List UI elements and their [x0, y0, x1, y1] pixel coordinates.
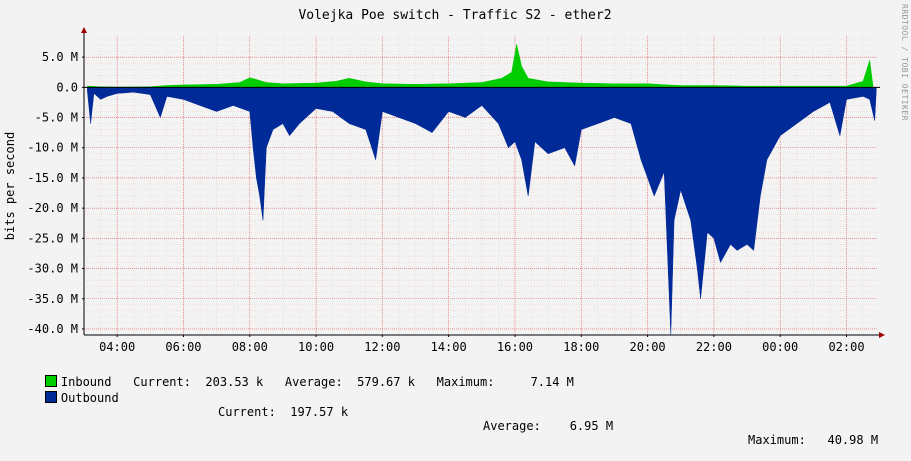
- y-tick-label: -30.0 M: [27, 262, 78, 276]
- outbound-average-value: 6.95 M: [569, 419, 614, 433]
- x-tick-label: 10:00: [298, 340, 334, 354]
- inbound-maximum-label: Maximum:: [436, 375, 495, 389]
- x-tick-label: 08:00: [232, 340, 268, 354]
- inbound-average-value: 579.67 k: [357, 375, 415, 389]
- outbound-maximum-label: Maximum:: [748, 433, 806, 447]
- series-area-inbound: [87, 44, 874, 88]
- y-axis-arrow-icon: [81, 27, 87, 33]
- graph-frame: Volejka Poe switch - Traffic S2 - ether2…: [3, 4, 909, 447]
- x-tick-label: 04:00: [99, 340, 135, 354]
- x-tick-label: 22:00: [696, 340, 732, 354]
- outbound-average-label: Average:: [483, 419, 541, 433]
- chart-title: Volejka Poe switch - Traffic S2 - ether2: [298, 8, 611, 23]
- y-tick-label: -40.0 M: [27, 322, 78, 336]
- y-axis-label: bits per second: [3, 132, 17, 240]
- x-axis-arrow-icon: [879, 332, 885, 338]
- rrdtool-watermark: RRDTOOL / TOBI OETIKER: [900, 4, 909, 121]
- traffic-chart: Volejka Poe switch - Traffic S2 - ether2…: [3, 8, 885, 354]
- legend-inbound: Inbound Current: 203.53 k Average: 579.6…: [16, 361, 574, 403]
- x-tick-label: 14:00: [431, 340, 467, 354]
- x-tick-label: 12:00: [364, 340, 400, 354]
- y-tick-label: -5.0 M: [35, 111, 78, 125]
- outbound-maximum-value: 40.98 M: [827, 433, 879, 447]
- y-tick-label: 5.0 M: [42, 50, 78, 64]
- y-tick-label: -15.0 M: [27, 171, 78, 185]
- axes: [81, 27, 885, 338]
- x-tick-label: 00:00: [762, 340, 798, 354]
- y-tick-label: -20.0 M: [27, 201, 78, 215]
- x-tick-label: 16:00: [497, 340, 533, 354]
- series-layer: [87, 44, 877, 335]
- inbound-average-label: Average:: [284, 375, 343, 389]
- series-area-outbound: [87, 87, 877, 335]
- x-tick-label: 06:00: [165, 340, 201, 354]
- y-tick-label: 0.0: [56, 80, 78, 94]
- inbound-swatch: [44, 375, 57, 387]
- inbound-current-label: Current:: [133, 375, 191, 389]
- x-tick-label: 02:00: [828, 340, 864, 354]
- outbound-current-value: 197.57 k: [290, 405, 349, 419]
- x-tick-label: 20:00: [630, 340, 666, 354]
- outbound-swatch: [44, 391, 57, 403]
- inbound-name: Inbound: [60, 375, 112, 389]
- inbound-maximum-value: 7.14 M: [530, 375, 574, 389]
- y-tick-labels: 5.0 M 0.0 -5.0 M -10.0 M -15.0 M -20.0 M -25.0…: [27, 50, 84, 336]
- outbound-name: Outbound: [60, 391, 119, 405]
- y-tick-label: -10.0 M: [27, 141, 78, 155]
- x-tick-label: 18:00: [563, 340, 599, 354]
- legend-outbound: Outbound Current: 197.57 k Average: 6.95…: [16, 377, 901, 461]
- outbound-current-label: Current:: [218, 405, 276, 419]
- x-tick-labels: 04:00 06:00 08:00 10:00 12:00 14:00 16:00 18:00…: [99, 335, 865, 354]
- inbound-current-value: 203.53 k: [205, 375, 264, 389]
- y-tick-label: -35.0 M: [27, 292, 78, 306]
- y-tick-label: -25.0 M: [27, 231, 78, 245]
